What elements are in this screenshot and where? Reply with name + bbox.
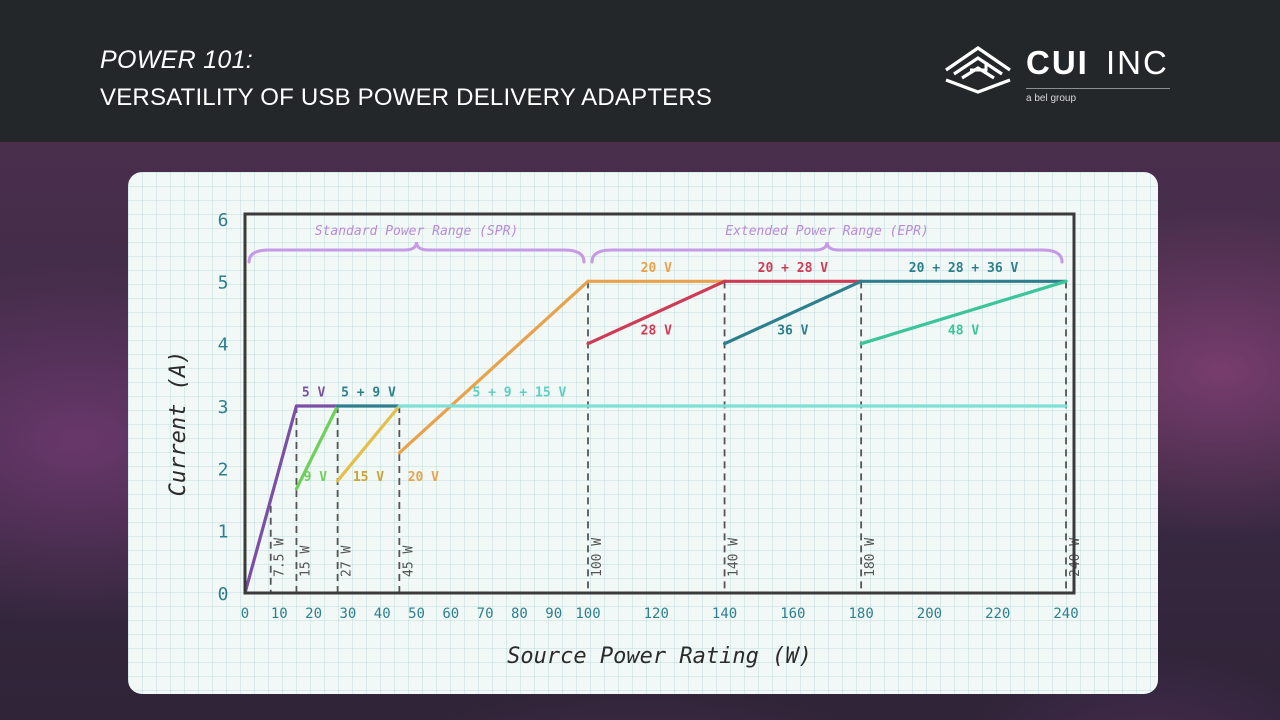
usb-pd-chart: Standard Power Range (SPR) Extended Power… xyxy=(166,210,1083,669)
x-tick-label: 0 xyxy=(241,606,249,622)
x-tick-label: 220 xyxy=(985,606,1010,622)
x-tick-label: 180 xyxy=(848,606,873,622)
series-line xyxy=(586,279,727,346)
y-tick-label: 4 xyxy=(218,335,229,356)
x-tick-label: 70 xyxy=(477,606,494,622)
x-tick-label: 240 xyxy=(1053,606,1078,622)
y-tick-label: 1 xyxy=(218,522,229,543)
header-bar: POWER 101: VERSATILITY OF USB POWER DELI… xyxy=(0,0,1280,142)
logo-divider xyxy=(1026,88,1170,89)
x-tick-label: 100 xyxy=(575,606,600,622)
brand-name-thin: INC xyxy=(1106,44,1169,81)
series-label: 5 + 9 V xyxy=(341,386,396,401)
series-line xyxy=(294,404,340,491)
series-label: 20 V xyxy=(408,470,439,485)
layered-chevron-logo-icon xyxy=(945,46,1011,94)
range-label: Standard Power Range (SPR) xyxy=(315,224,519,239)
chart-card: Standard Power Range (SPR) Extended Power… xyxy=(128,172,1158,694)
y-axis-label: Current (A) xyxy=(166,351,191,497)
x-tick-label: 120 xyxy=(644,606,669,622)
x-tick-label: 10 xyxy=(271,606,288,622)
x-tick-label: 30 xyxy=(339,606,356,622)
series-line xyxy=(243,404,340,595)
y-tick-label: 2 xyxy=(218,459,229,480)
series-label: 28 V xyxy=(641,323,672,338)
power-marker-label: 7.5 W xyxy=(273,538,288,577)
power-marker-label: 100 W xyxy=(590,538,605,577)
plot-frame xyxy=(243,212,1076,595)
series-label: 20 + 28 + 36 V xyxy=(909,261,1019,276)
series-label: 5 V xyxy=(302,386,326,401)
series-label: 20 V xyxy=(641,261,672,276)
x-tick-label: 90 xyxy=(545,606,562,622)
series-label: 20 + 28 V xyxy=(758,261,829,276)
power-marker-label: 27 W xyxy=(340,546,355,577)
x-tick-label: 50 xyxy=(408,606,425,622)
power-marker-label: 140 W xyxy=(727,538,742,577)
y-tick-label: 3 xyxy=(218,397,229,418)
x-tick-label: 40 xyxy=(374,606,391,622)
power-marker-label: 180 W xyxy=(863,538,878,577)
page-title-line2: VERSATILITY OF USB POWER DELIVERY ADAPTE… xyxy=(100,84,713,111)
range-bracket xyxy=(247,241,586,264)
y-tick-label: 5 xyxy=(218,272,229,293)
y-tick-label: 6 xyxy=(218,210,229,231)
x-tick-label: 20 xyxy=(305,606,322,622)
range-label: Extended Power Range (EPR) xyxy=(725,224,929,239)
series-label: 48 V xyxy=(948,323,979,338)
brand-logo: CUI INC a bel group xyxy=(940,40,1180,106)
x-tick-label: 80 xyxy=(511,606,528,622)
range-bracket xyxy=(590,241,1064,264)
series-label: 36 V xyxy=(777,323,808,338)
y-tick-label: 0 xyxy=(218,584,229,605)
power-marker-label: 45 W xyxy=(401,546,416,577)
x-tick-label: 140 xyxy=(712,606,737,622)
brand-name-bold: CUI xyxy=(1026,44,1089,81)
series-label: 15 V xyxy=(353,470,384,485)
series-line xyxy=(723,279,863,346)
x-axis-label: Source Power Rating (W) xyxy=(507,644,812,669)
page-title-line1: POWER 101: xyxy=(100,46,254,74)
series-line xyxy=(859,279,1068,346)
series-label: 5 + 9 + 15 V xyxy=(472,386,566,401)
brand-tagline: a bel group xyxy=(1026,93,1077,104)
x-tick-label: 160 xyxy=(780,606,805,622)
power-marker-label: 15 W xyxy=(298,546,313,577)
series-label: 9 V xyxy=(304,470,328,485)
x-tick-label: 200 xyxy=(917,606,942,622)
series-line xyxy=(397,279,590,455)
series-line xyxy=(336,404,401,483)
x-tick-label: 60 xyxy=(442,606,459,622)
